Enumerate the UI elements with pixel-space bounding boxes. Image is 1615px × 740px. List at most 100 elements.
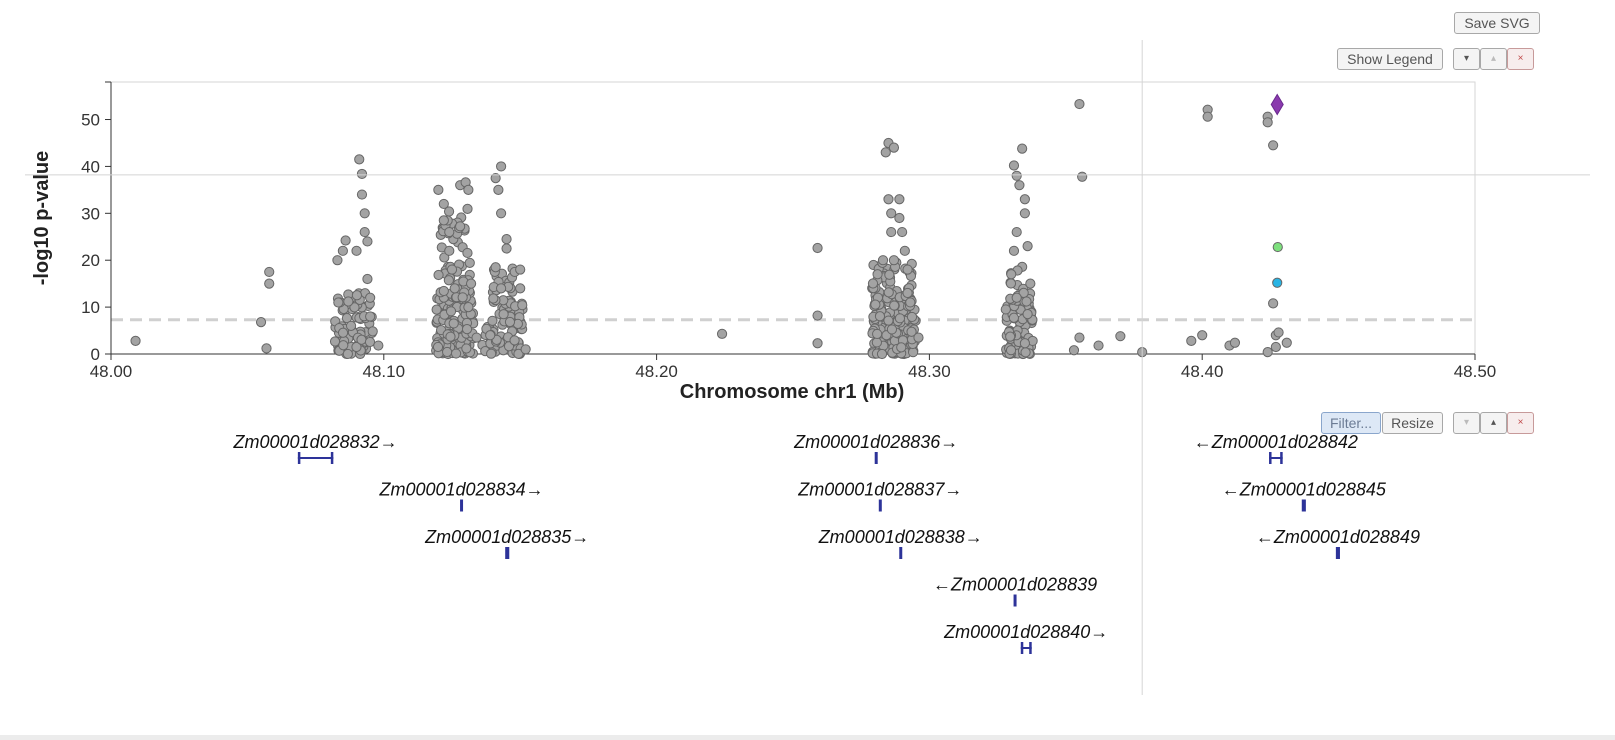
snp-point bbox=[462, 247, 473, 259]
snp-point bbox=[899, 245, 910, 256]
snp-point bbox=[1229, 337, 1241, 348]
snp-point bbox=[438, 285, 449, 297]
gene-Zm00001d028832: Zm00001d028832→ bbox=[233, 432, 398, 464]
gene-label: Zm00001d028840→ bbox=[943, 622, 1108, 642]
snp-point bbox=[496, 161, 507, 172]
snp-point bbox=[130, 335, 141, 346]
panel-move-down-button[interactable]: ▾ bbox=[1453, 48, 1480, 70]
snp-point bbox=[1202, 111, 1213, 122]
gene-Zm00001d028845: ←Zm00001d028845 bbox=[1222, 480, 1387, 512]
resize-button[interactable]: Resize bbox=[1382, 412, 1443, 434]
snp-point bbox=[1093, 340, 1104, 351]
page-footer-band bbox=[0, 735, 1615, 740]
snp-point bbox=[1011, 292, 1022, 303]
y-tick-label: 0 bbox=[91, 345, 100, 364]
gene-exon bbox=[1020, 642, 1024, 654]
snp-point bbox=[1017, 143, 1028, 154]
snp-point bbox=[332, 255, 343, 266]
snp-point bbox=[883, 315, 894, 326]
gene-label: Zm00001d028838→ bbox=[818, 527, 983, 547]
snp-point bbox=[457, 292, 468, 303]
snp-point bbox=[444, 245, 455, 256]
snp-point bbox=[1025, 278, 1036, 289]
snp-point bbox=[487, 315, 498, 326]
gene-exon bbox=[330, 452, 334, 464]
y-tick-label: 20 bbox=[81, 251, 100, 270]
snp-point bbox=[496, 283, 507, 294]
gene-exon bbox=[1029, 642, 1032, 654]
gene-label: Zm00001d028835→ bbox=[424, 527, 589, 547]
gene-label: Zm00001d028836→ bbox=[793, 432, 958, 452]
snp-point bbox=[356, 168, 368, 180]
snp-point bbox=[485, 330, 496, 341]
snp-point bbox=[884, 269, 895, 280]
snp-point bbox=[461, 343, 472, 354]
snp-point bbox=[905, 297, 916, 308]
snp-point bbox=[1273, 327, 1284, 338]
gene-exon bbox=[1335, 547, 1340, 559]
y-axis-label: -log10 p-value bbox=[31, 151, 53, 285]
snp-point bbox=[373, 340, 384, 351]
snp-point bbox=[876, 348, 888, 360]
snp-point bbox=[264, 278, 275, 289]
snp-point bbox=[883, 287, 894, 298]
snp-point bbox=[445, 306, 457, 317]
snp-point bbox=[812, 242, 823, 254]
snp-point bbox=[448, 318, 459, 329]
snp-point bbox=[351, 290, 363, 301]
genes-close-button[interactable]: × bbox=[1507, 412, 1534, 434]
gene-exon bbox=[878, 499, 882, 512]
snp-point bbox=[365, 292, 376, 303]
panel-move-up-button[interactable]: ▴ bbox=[1480, 48, 1507, 70]
genes-move-up-button[interactable]: ▴ bbox=[1480, 412, 1507, 434]
snp-point bbox=[1018, 287, 1029, 298]
x-tick-label: 48.50 bbox=[1454, 362, 1497, 381]
snp-point bbox=[1006, 269, 1017, 280]
snp-point bbox=[343, 296, 354, 307]
gene-Zm00001d028835: Zm00001d028835→ bbox=[424, 527, 589, 559]
snp-point bbox=[1022, 309, 1033, 320]
snp-point bbox=[341, 312, 353, 324]
snp-point bbox=[886, 226, 897, 238]
snp-point bbox=[871, 337, 882, 348]
filter-button[interactable]: Filter... bbox=[1321, 412, 1381, 434]
snp-point bbox=[1014, 180, 1025, 191]
snp-point bbox=[464, 257, 475, 268]
snp-point bbox=[515, 264, 526, 275]
snp-point bbox=[337, 327, 349, 338]
genes-move-down-button[interactable]: ▾ bbox=[1453, 412, 1480, 434]
snp-point bbox=[501, 243, 512, 254]
panel-close-button[interactable]: × bbox=[1507, 48, 1534, 70]
snp-point bbox=[1186, 335, 1197, 346]
y-tick-label: 30 bbox=[81, 204, 100, 223]
snp-point bbox=[365, 311, 376, 322]
snp-point bbox=[1005, 278, 1017, 289]
gene-label: ←Zm00001d028839 bbox=[933, 575, 1097, 595]
snp-point bbox=[367, 326, 378, 337]
snp-point bbox=[455, 221, 466, 232]
gene-Zm00001d028842: ←Zm00001d028842 bbox=[1194, 432, 1358, 464]
gene-Zm00001d028838: Zm00001d028838→ bbox=[818, 527, 983, 559]
save-svg-button[interactable]: Save SVG bbox=[1454, 12, 1540, 34]
snp-point bbox=[902, 264, 913, 275]
snp-point bbox=[1011, 170, 1022, 181]
snp-point bbox=[517, 300, 528, 311]
snp-point bbox=[463, 302, 474, 313]
gene-label: Zm00001d028832→ bbox=[233, 432, 398, 452]
snp-point bbox=[444, 226, 455, 238]
snp-point bbox=[501, 234, 512, 245]
snp-point bbox=[1281, 337, 1292, 348]
snp-point bbox=[897, 226, 908, 238]
snp-point bbox=[894, 194, 905, 205]
show-legend-button[interactable]: Show Legend bbox=[1337, 48, 1443, 70]
snp-point bbox=[333, 297, 344, 308]
snp-point bbox=[443, 275, 454, 286]
snp-point bbox=[438, 215, 449, 226]
snp-point bbox=[1019, 338, 1030, 349]
x-tick-label: 48.10 bbox=[363, 362, 406, 381]
snp-point bbox=[872, 328, 883, 340]
gene-exon bbox=[1301, 499, 1306, 512]
snp-point bbox=[364, 336, 376, 348]
snp-point bbox=[1074, 332, 1085, 343]
